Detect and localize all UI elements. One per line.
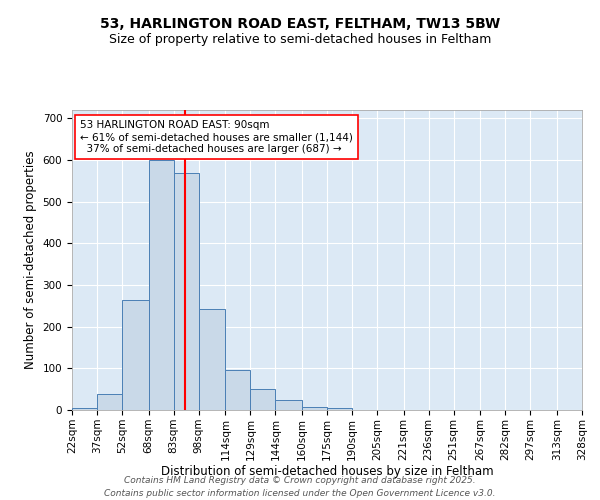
Text: 53, HARLINGTON ROAD EAST, FELTHAM, TW13 5BW: 53, HARLINGTON ROAD EAST, FELTHAM, TW13 … bbox=[100, 18, 500, 32]
Bar bbox=[72, 408, 97, 410]
Text: 53 HARLINGTON ROAD EAST: 90sqm
← 61% of semi-detached houses are smaller (1,144): 53 HARLINGTON ROAD EAST: 90sqm ← 61% of … bbox=[80, 120, 353, 154]
Text: Contains HM Land Registry data © Crown copyright and database right 2025.
Contai: Contains HM Land Registry data © Crown c… bbox=[104, 476, 496, 498]
Bar bbox=[275, 400, 302, 410]
Bar bbox=[97, 394, 122, 410]
Y-axis label: Number of semi-detached properties: Number of semi-detached properties bbox=[24, 150, 37, 370]
Text: Size of property relative to semi-detached houses in Feltham: Size of property relative to semi-detach… bbox=[109, 32, 491, 46]
Bar bbox=[173, 172, 199, 410]
Bar bbox=[302, 407, 327, 410]
Bar bbox=[199, 308, 226, 410]
Bar bbox=[149, 160, 173, 410]
Bar bbox=[327, 408, 352, 410]
Bar bbox=[226, 370, 250, 410]
X-axis label: Distribution of semi-detached houses by size in Feltham: Distribution of semi-detached houses by … bbox=[161, 466, 493, 478]
Bar bbox=[250, 389, 275, 410]
Bar bbox=[122, 300, 149, 410]
